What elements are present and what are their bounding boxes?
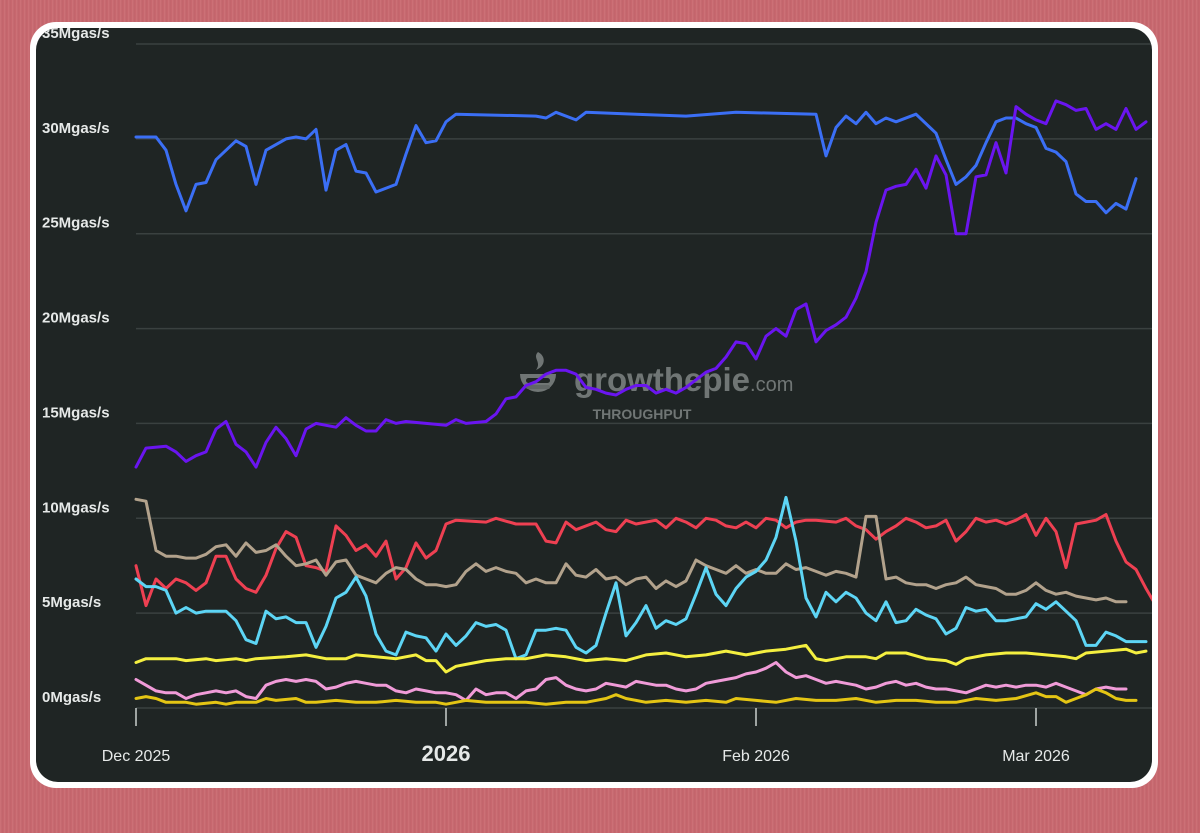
series-line-gold: [134, 687, 1138, 706]
watermark-domain: .com: [750, 374, 793, 396]
x-axis: Dec 2025 2026 Feb 2026 Mar 2026: [102, 708, 1070, 766]
series-line-blue: [134, 110, 1138, 215]
x-tick-label: 2026: [422, 741, 471, 766]
y-tick-label: 0Mgas/s: [42, 689, 101, 706]
gridlines: [136, 43, 1152, 709]
throughput-chart: 0Mgas/s 5Mgas/s 10Mgas/s 15Mgas/s 20Mgas/s 25…: [42, 28, 1152, 766]
y-tick-label: 25Mgas/s: [42, 215, 110, 232]
watermark-subtitle: THROUGHPUT: [593, 406, 692, 422]
y-tick-label: 10Mgas/s: [42, 499, 110, 516]
series-line-cyan: [134, 495, 1148, 661]
chart-panel: 0Mgas/s 5Mgas/s 10Mgas/s 15Mgas/s 20Mgas/s 25…: [36, 28, 1152, 782]
y-tick-label: 30Mgas/s: [42, 120, 110, 137]
x-tick-label: Mar 2026: [1002, 748, 1070, 765]
series-line-tan: [134, 497, 1128, 604]
y-tick-label: 35Mgas/s: [42, 28, 110, 42]
y-tick-label: 20Mgas/s: [42, 310, 110, 327]
series-line-red: [134, 513, 1152, 608]
series-line-yellow: [134, 643, 1148, 674]
y-axis-labels: 0Mgas/s 5Mgas/s 10Mgas/s 15Mgas/s 20Mgas/s 25…: [42, 28, 110, 706]
series-line-pink: [134, 661, 1128, 702]
x-tick-label: Feb 2026: [722, 748, 790, 765]
series-lines: [134, 99, 1152, 706]
y-tick-label: 15Mgas/s: [42, 404, 110, 421]
series-line-purple: [134, 99, 1148, 469]
y-tick-label: 5Mgas/s: [42, 594, 101, 611]
growthepie-watermark: growthepie.com THROUGHPUT: [520, 352, 793, 422]
x-tick-label: Dec 2025: [102, 748, 171, 765]
